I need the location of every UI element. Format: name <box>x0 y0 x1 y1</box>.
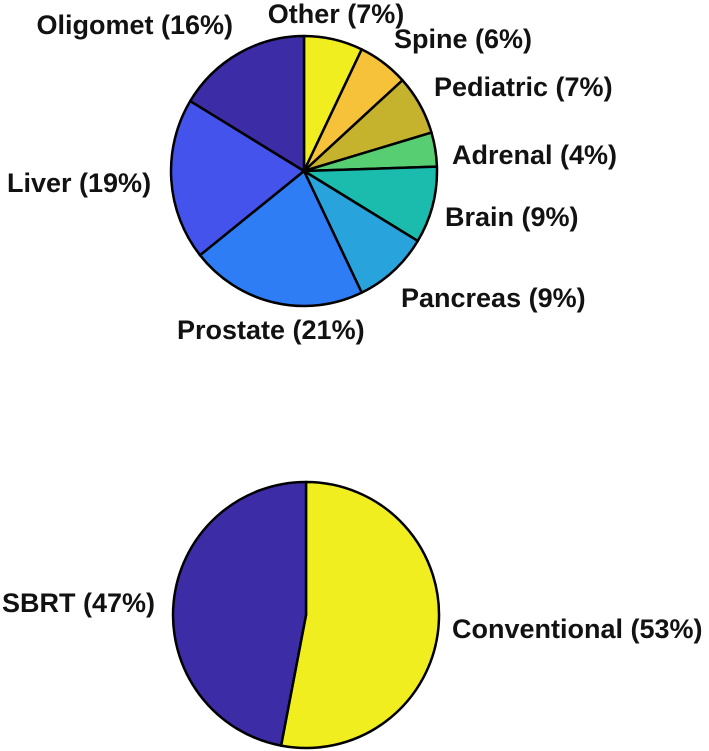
pie-label-prostate: Prostate (21%) <box>177 315 365 345</box>
pie-label-adrenal: Adrenal (4%) <box>452 140 617 170</box>
pie-label-brain: Brain (9%) <box>445 202 579 232</box>
treatment-sites-pie: Other (7%)Spine (6%) Pediatric (7%) Adrena… <box>7 0 617 345</box>
pie-slice-prostate <box>198 169 363 308</box>
pie-label-other: Other (7%) <box>268 0 405 29</box>
pie-label-pediatric: Pediatric (7%) <box>434 72 613 102</box>
pie-slice-liver <box>169 99 306 257</box>
pie-slice-conventional <box>279 480 441 750</box>
pie-slice-sbrt <box>171 480 308 747</box>
pie-label-sbrt: SBRT (47%) <box>2 588 155 618</box>
pie-slice-pancreas <box>302 169 419 294</box>
technique-pie: Conventional (53%) SBRT (47%) <box>2 480 703 750</box>
pie-label-conventional: Conventional (53%) <box>452 614 703 644</box>
pie-slice-brain <box>302 165 439 243</box>
pie-label-spine: Spine (6%) <box>394 24 532 54</box>
pie-slice-oligomet <box>189 34 306 173</box>
pie-label-oligomet: Oligomet (16%) <box>36 10 233 40</box>
pie-label-liver: Liver (19%) <box>7 168 151 198</box>
pie-label-pancreas: Pancreas (9%) <box>401 283 586 313</box>
